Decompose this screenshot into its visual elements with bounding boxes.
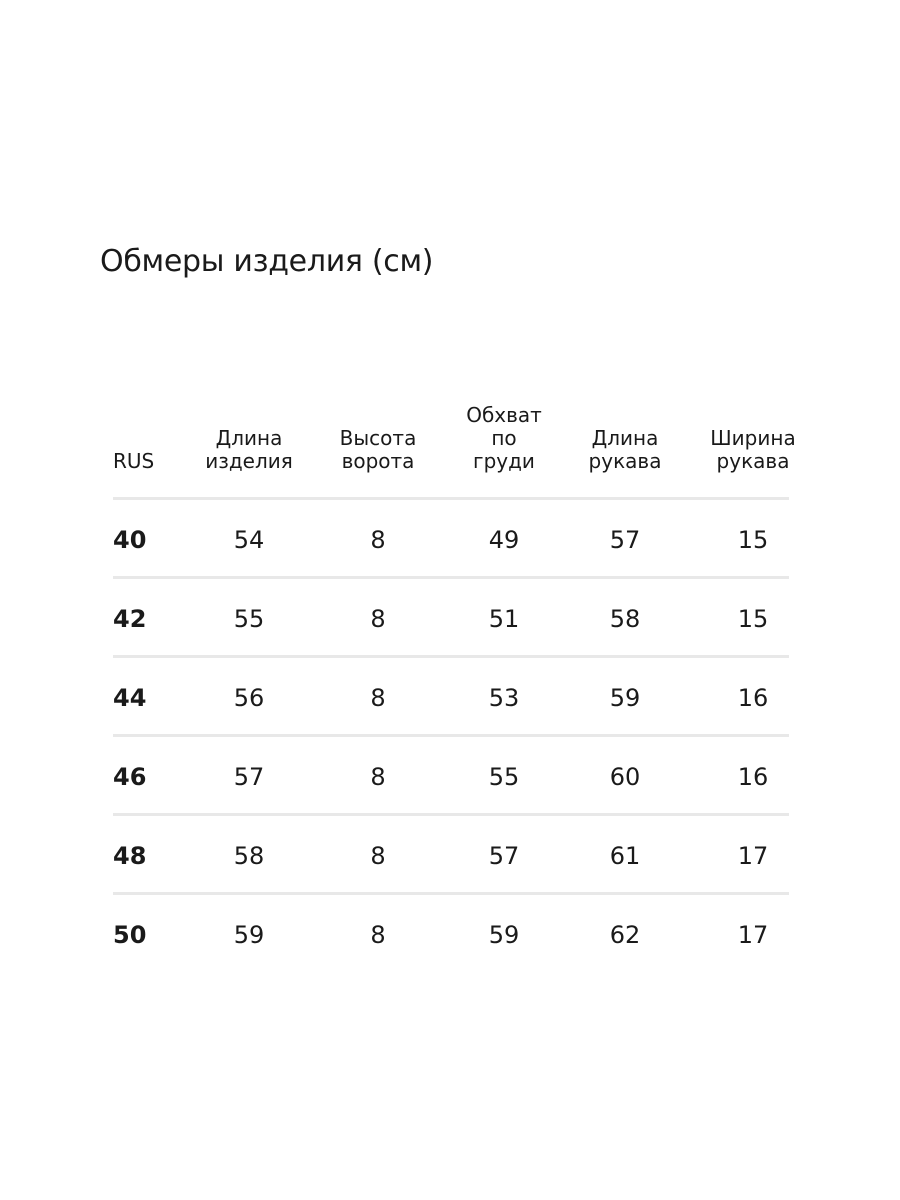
column-header-line: груди (473, 449, 535, 473)
column-header-line: Длина (591, 426, 659, 450)
measurement-cell: 60 (609, 763, 641, 791)
row-divider (113, 813, 789, 816)
measurement-cell: 54 (233, 526, 265, 554)
measurement-cell: 57 (488, 842, 520, 870)
row-divider (113, 734, 789, 737)
column-header-line: Высота (339, 426, 417, 450)
size-cell: 50 (113, 921, 147, 949)
measurement-cell: 53 (488, 684, 520, 712)
measurement-cell: 59 (488, 921, 520, 949)
measurement-cell: 8 (370, 842, 386, 870)
size-cell: 42 (113, 605, 147, 633)
page-title: Обмеры изделия (см) (100, 244, 434, 279)
row-divider (113, 655, 789, 658)
column-header-line: ворота (341, 449, 415, 473)
measurement-cell: 17 (737, 842, 769, 870)
column-header: Ширина рукава (710, 427, 795, 473)
size-cell: 46 (113, 763, 147, 791)
size-cell: 40 (113, 526, 147, 554)
column-header-line: изделия (205, 449, 293, 473)
row-divider (113, 497, 789, 500)
measurement-cell: 58 (609, 605, 641, 633)
size-cell: 44 (113, 684, 147, 712)
column-header-line: Длина (215, 426, 283, 450)
measurement-cell: 55 (233, 605, 265, 633)
row-divider (113, 892, 789, 895)
column-header: Длина рукава (589, 427, 662, 473)
measurement-cell: 8 (370, 526, 386, 554)
column-header-line: Обхват (466, 403, 542, 427)
column-header-line: RUS (113, 449, 155, 473)
measurement-cell: 17 (737, 921, 769, 949)
row-divider (113, 576, 789, 579)
measurement-cell: 61 (609, 842, 641, 870)
measurement-cell: 57 (609, 526, 641, 554)
measurement-cell: 56 (233, 684, 265, 712)
measurement-cell: 16 (737, 763, 769, 791)
measurement-cell: 55 (488, 763, 520, 791)
measurement-cell: 58 (233, 842, 265, 870)
column-header-line: рукава (588, 449, 662, 473)
column-header: Высота ворота (340, 427, 417, 473)
column-header-line: Ширина (710, 426, 796, 450)
measurement-cell: 49 (488, 526, 520, 554)
column-header-line: по (491, 426, 517, 450)
column-header: Обхват по груди (466, 404, 542, 473)
measurement-cell: 8 (370, 684, 386, 712)
measurement-cell: 8 (370, 763, 386, 791)
measurement-cell: 51 (488, 605, 520, 633)
measurement-cell: 16 (737, 684, 769, 712)
measurement-cell: 8 (370, 921, 386, 949)
column-header: Длина изделия (205, 427, 293, 473)
measurement-cell: 15 (737, 605, 769, 633)
measurement-cell: 8 (370, 605, 386, 633)
measurement-cell: 59 (233, 921, 265, 949)
measurement-cell: 15 (737, 526, 769, 554)
measurement-cell: 57 (233, 763, 265, 791)
column-header: RUS (113, 450, 154, 473)
column-header-line: рукава (716, 449, 790, 473)
measurement-cell: 62 (609, 921, 641, 949)
measurement-cell: 59 (609, 684, 641, 712)
size-cell: 48 (113, 842, 147, 870)
